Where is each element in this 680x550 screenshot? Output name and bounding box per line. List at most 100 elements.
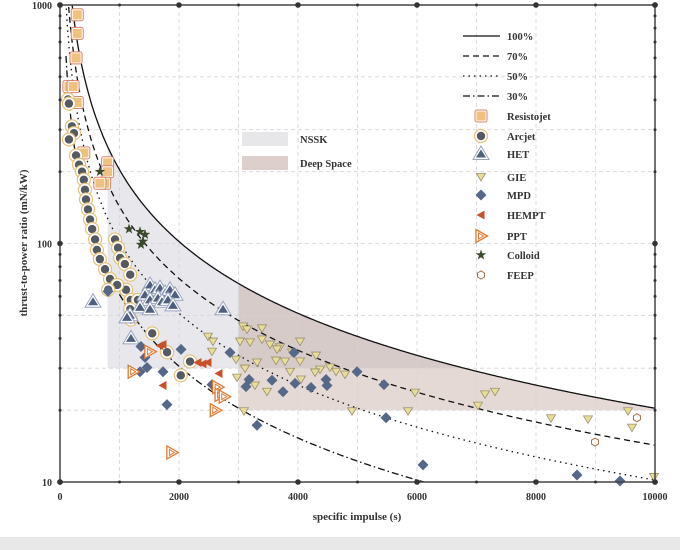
marker-outline [633, 413, 641, 423]
marker-fill [284, 367, 296, 377]
mpd-point [243, 374, 255, 386]
arcjet-point [182, 354, 198, 369]
marker-fill [81, 195, 91, 204]
x-major-tick-top [414, 2, 420, 8]
resistojet-point [70, 26, 84, 40]
marker-outline [166, 444, 180, 461]
legend-label: Deep Space [300, 159, 352, 170]
resistojet-point [101, 165, 115, 179]
y-minor-tick-right [653, 75, 657, 79]
gie-point [241, 325, 253, 335]
marker-fill [277, 386, 289, 398]
legend-marker-resistojet [474, 109, 488, 123]
gie-point [295, 375, 307, 385]
marker-fill [289, 377, 301, 389]
legend-label: FEEP [507, 271, 534, 282]
figure-caption-band [0, 537, 680, 550]
x-tick-label: 2000 [169, 492, 189, 503]
x-major-tick [533, 479, 539, 485]
legend-swatch-deep-space [242, 156, 288, 170]
hempt-point [158, 380, 167, 390]
legend-marker-hempt [476, 210, 485, 220]
hempt-point [214, 369, 223, 379]
marker-fill [207, 337, 219, 347]
marker-fill [185, 357, 195, 366]
mpd-point [157, 366, 169, 378]
y-minor-tick-right [653, 294, 657, 298]
marker-fill [476, 149, 486, 158]
marker-fill [198, 359, 207, 369]
x-major-tick [176, 479, 182, 485]
x-major-tick [295, 479, 301, 485]
marker-fill [648, 473, 660, 482]
gie-point [279, 357, 291, 367]
marker-fill [380, 412, 392, 424]
marker-fill [288, 347, 300, 359]
gie-point [244, 338, 256, 348]
marker-fill [64, 99, 74, 108]
mpd-point [571, 469, 583, 481]
gie-point [648, 473, 660, 482]
legend-marker-mpd [475, 189, 487, 201]
marker-fill [64, 135, 74, 144]
marker-fill [72, 98, 82, 108]
legend-label: GIE [507, 173, 526, 184]
marker-fill [310, 351, 322, 361]
x-minor-tick [594, 480, 597, 484]
gie-point [626, 423, 638, 433]
marker-fill [231, 373, 243, 383]
mpd-point [224, 347, 236, 359]
marker-fill [475, 249, 487, 260]
y-minor-tick-right [653, 40, 657, 44]
y-tick-label: 1000 [32, 1, 52, 12]
axes: 0 2000 4000 6000 8000 10000 10 100 1000 [32, 1, 668, 503]
gie-point [249, 381, 261, 391]
marker-fill [243, 374, 255, 386]
y-minor-tick-right [653, 26, 657, 30]
marker-inner [214, 383, 222, 391]
gie-point [489, 387, 501, 397]
marker-fill [270, 356, 282, 366]
y-minor-tick [58, 40, 62, 44]
ppt-point [166, 444, 180, 461]
data-points [60, 8, 660, 487]
marker-fill [472, 401, 484, 411]
x-tick-label: 10000 [643, 492, 668, 503]
marker-fill [626, 423, 638, 433]
marker-fill [88, 297, 99, 306]
colloid-point [135, 239, 147, 249]
y-minor-tick [58, 98, 62, 102]
marker-fill [224, 347, 236, 359]
gie-point [234, 337, 246, 347]
mpd-point [305, 382, 317, 394]
colloid-point [134, 226, 146, 237]
region-deep-space [238, 283, 655, 411]
region-nssk [107, 146, 655, 369]
marker-fill [614, 475, 626, 487]
marker-fill [167, 300, 178, 309]
gie-point [339, 370, 351, 380]
y-minor-tick [58, 14, 62, 18]
arcjet-point [88, 232, 103, 247]
ppt-point [218, 389, 233, 405]
marker-fill [202, 332, 214, 342]
marker-inner [168, 448, 176, 457]
y-minor-tick-right [653, 56, 657, 60]
marker-fill [170, 290, 181, 299]
marker-fill [238, 407, 250, 417]
mpd-point [378, 379, 390, 391]
y-minor-tick [58, 294, 62, 298]
gie-point [271, 345, 283, 355]
colloid-point [94, 166, 106, 177]
marker-fill [103, 158, 113, 168]
x-tick-label: 0 [58, 492, 63, 503]
x-minor-tick-top [118, 3, 121, 7]
marker-fill [321, 379, 333, 391]
legend-label: HET [507, 150, 529, 161]
legend-label: 50% [507, 72, 528, 83]
resistojet-point [70, 8, 84, 22]
x-minor-tick-top [475, 3, 478, 7]
mpd-point [380, 412, 392, 424]
het-point [122, 329, 140, 345]
marker-fill [545, 414, 557, 424]
